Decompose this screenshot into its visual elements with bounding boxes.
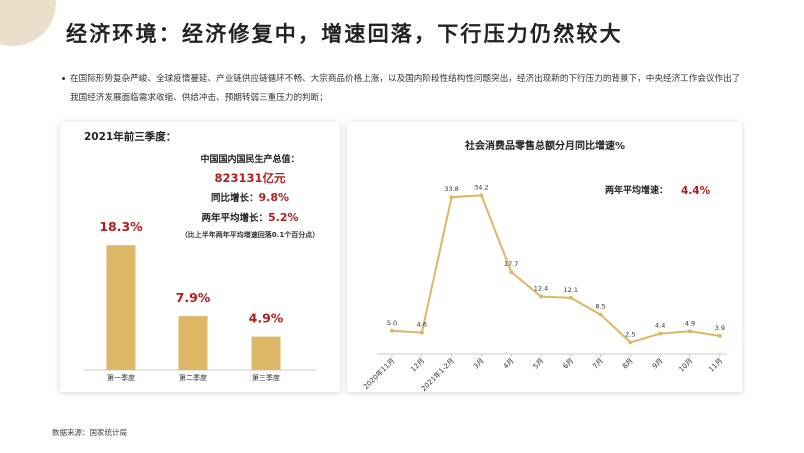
bar-3 <box>251 336 281 370</box>
retail-sales-card: 社会消费品零售总额分月同比增速% 两年平均增速： 4.4% 5.0 2020年11月 4.… <box>347 122 742 393</box>
line-point-6 <box>539 294 543 299</box>
x-tick-label-2: 12月 <box>409 357 426 374</box>
quarterly-gdp-bar-chart: 18.3% 第一季度 7.9% 第二季度 4.9% 第三季度 <box>84 219 316 382</box>
line-value-label-6: 12.4 <box>534 284 548 292</box>
two-year-avg-speed-value: 4.4% <box>681 185 711 197</box>
bar-category-label-3: 第三季度 <box>252 373 280 382</box>
summary-bullet: 在国际形势复杂严峻、全球疫情蔓延、产业链供应链循环不畅、大宗商品价格上涨，以及国… <box>62 70 742 108</box>
bar-category-label-1: 第一季度 <box>107 373 135 382</box>
line-value-label-8: 8.5 <box>595 303 605 311</box>
bar-1 <box>106 245 136 370</box>
bar-value-label-1: 18.3% <box>99 219 143 234</box>
yoy-growth: 同比增长：9.8% <box>160 188 340 208</box>
line-value-label-11: 4.9 <box>685 319 695 327</box>
gdp-summary: 中国国内国民生产总值： 823131亿元 同比增长：9.8% 两年平均增长：5.… <box>160 152 340 242</box>
x-tick-label-7: 6月 <box>561 357 575 371</box>
line-point-1 <box>390 328 394 333</box>
line-point-7 <box>568 295 573 300</box>
bar-2 <box>178 316 208 370</box>
x-tick-label-5: 4月 <box>502 357 516 371</box>
two-year-avg-growth: 两年平均增长：5.2% <box>160 208 340 228</box>
gdp-note: （比上半年两年平均增速回落0.1个百分点） <box>180 231 320 239</box>
line-point-9 <box>628 340 633 345</box>
x-tick-label-1: 2020年11月 <box>361 356 396 391</box>
line-value-label-5: 17.7 <box>504 260 518 268</box>
x-tick-label-8: 7月 <box>591 357 605 371</box>
retail-sales-line-chart: 社会消费品零售总额分月同比增速% 两年平均增速： 4.4% 5.0 2020年11月 4.… <box>361 139 727 393</box>
yoy-label: 同比增长： <box>210 193 259 204</box>
x-tick-label-11: 10月 <box>677 357 694 374</box>
two-year-avg-label: 两年平均增长： <box>201 213 268 224</box>
x-tick-label-12: 11月 <box>707 357 724 374</box>
line-value-label-9: 2.5 <box>625 330 635 338</box>
line-point-8 <box>598 312 603 317</box>
bar-value-label-2: 7.9% <box>176 290 211 305</box>
line-point-2 <box>419 330 424 335</box>
retail-sales-series-line <box>391 194 720 344</box>
line-point-10 <box>658 331 663 336</box>
line-value-label-3: 33.8 <box>444 185 458 193</box>
x-tick-label-10: 9月 <box>651 357 665 371</box>
line-value-label-12: 3.9 <box>715 324 725 332</box>
bullet-dot-icon <box>62 77 65 80</box>
two-year-avg-value: 5.2% <box>268 211 299 224</box>
x-tick-label-4: 3月 <box>472 357 486 371</box>
gdp-label: 中国国内国民生产总值： <box>200 155 300 165</box>
x-tick-label-6: 5月 <box>532 357 546 371</box>
bar-category-label-2: 第二季度 <box>179 373 207 382</box>
line-value-label-1: 5.0 <box>387 319 397 327</box>
data-source: 数据来源：国家统计局 <box>52 428 127 437</box>
gdp-value: 823131亿元 <box>214 171 286 185</box>
page-title: 经济环境：经济修复中，增速回落，下行压力仍然较大 <box>66 22 623 46</box>
line-point-5 <box>509 269 514 274</box>
line-value-label-7: 12.1 <box>564 286 578 294</box>
two-year-avg-speed-label: 两年平均增速： <box>605 184 668 196</box>
line-chart-title: 社会消费品零售总额分月同比增速% <box>464 139 625 152</box>
line-value-label-2: 4.6 <box>417 321 427 329</box>
yoy-value: 9.8% <box>258 191 290 204</box>
gdp-card: 2021年前三季度： 中国国内国民生产总值： 823131亿元 同比增长：9.8… <box>60 122 340 392</box>
line-point-11 <box>688 329 692 334</box>
bar-value-label-3: 4.9% <box>249 311 284 326</box>
decorative-circle <box>0 0 56 46</box>
line-value-label-4: 34.2 <box>474 183 488 191</box>
line-point-4 <box>479 193 484 198</box>
summary-text: 在国际形势复杂严峻、全球疫情蔓延、产业链供应链循环不畅、大宗商品价格上涨，以及国… <box>70 74 741 103</box>
line-value-label-10: 4.4 <box>655 322 665 330</box>
line-point-3 <box>449 195 454 200</box>
gdp-card-title: 2021年前三季度： <box>84 131 177 143</box>
x-tick-label-9: 8月 <box>621 357 635 371</box>
line-point-12 <box>717 333 722 338</box>
